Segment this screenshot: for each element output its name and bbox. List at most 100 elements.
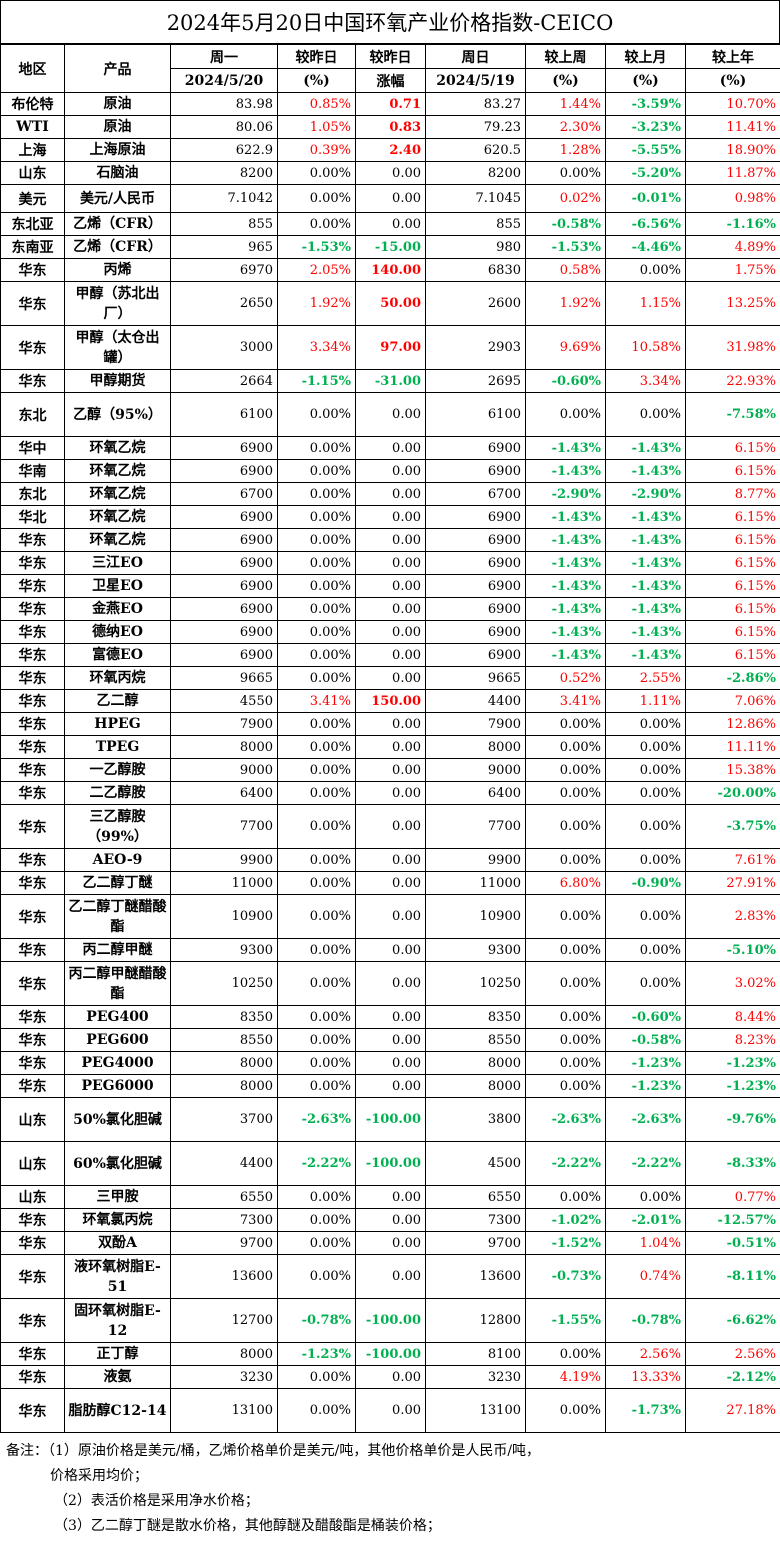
cell-sunday-price: 6900 [425, 597, 526, 621]
table-row: 华东 环氧乙烷 6900 0.00% 0.00 6900 -1.43% -1.43% 6.15% [0, 528, 780, 552]
cell-region: 华东 [0, 1365, 65, 1389]
cell-change-year: 6.15% [685, 436, 780, 460]
cell-region: 华东 [0, 1298, 65, 1343]
cell-change-day-amount: 0.00 [355, 1388, 426, 1433]
cell-product: 固环氧树脂E-12 [64, 1298, 171, 1343]
cell-sunday-price: 9000 [425, 758, 526, 782]
table-row: 华东 丙二醇甲醚 9300 0.00% 0.00 9300 0.00% 0.00% -5.10% [0, 938, 780, 962]
cell-change-year: 6.15% [685, 505, 780, 529]
cell-change-day-amount: 140.00 [355, 258, 426, 282]
table-row: WTI 原油 80.06 1.05% 0.83 79.23 2.30% -3.23% 11.41… [0, 115, 780, 139]
cell-change-week: -1.43% [525, 528, 606, 552]
cell-sunday-price: 7.1045 [425, 184, 526, 213]
cell-change-year: 11.87% [685, 161, 780, 185]
cell-region: 华东 [0, 871, 65, 895]
cell-sunday-price: 6900 [425, 574, 526, 598]
cell-change-week: -1.55% [525, 1298, 606, 1343]
table-row: 上海 上海原油 622.9 0.39% 2.40 620.5 1.28% -5.55% 18.9… [0, 138, 780, 162]
cell-monday-price: 11000 [170, 871, 278, 895]
cell-region: 华东 [0, 369, 65, 393]
cell-change-month: -2.22% [605, 1141, 686, 1186]
cell-change-year: -2.86% [685, 666, 780, 690]
cell-change-day-amount: 0.00 [355, 961, 426, 1006]
cell-product: 德纳EO [64, 620, 171, 644]
cell-region: 华东 [0, 1388, 65, 1433]
cell-sunday-price: 12800 [425, 1298, 526, 1343]
cell-change-day-amount: 0.00 [355, 459, 426, 483]
cell-product: 50%氯化胆碱 [64, 1097, 171, 1142]
cell-product: 环氧乙烷 [64, 436, 171, 460]
cell-monday-price: 855 [170, 212, 278, 236]
cell-region: 东北 [0, 392, 65, 437]
cell-change-day-pct: 0.00% [277, 735, 356, 759]
header-monday: 周一 [170, 44, 278, 69]
cell-monday-price: 8000 [170, 1342, 278, 1366]
cell-change-day-pct: -1.15% [277, 369, 356, 393]
cell-change-week: 0.58% [525, 258, 606, 282]
cell-monday-price: 13600 [170, 1254, 278, 1299]
cell-monday-price: 9700 [170, 1231, 278, 1255]
cell-region: 华东 [0, 758, 65, 782]
cell-product: 双酚A [64, 1231, 171, 1255]
cell-sunday-price: 855 [425, 212, 526, 236]
cell-change-day-amount: 2.40 [355, 138, 426, 162]
cell-change-day-pct: 2.05% [277, 258, 356, 282]
cell-sunday-price: 4400 [425, 689, 526, 713]
cell-change-day-amount: -31.00 [355, 369, 426, 393]
cell-sunday-price: 11000 [425, 871, 526, 895]
cell-change-week: -1.43% [525, 620, 606, 644]
cell-change-week: 2.30% [525, 115, 606, 139]
note-line: 价格采用均价； [50, 1468, 148, 1484]
cell-region: WTI [0, 115, 65, 139]
cell-region: 山东 [0, 161, 65, 185]
table-row: 东北 环氧乙烷 6700 0.00% 0.00 6700 -2.90% -2.90% 8.77% [0, 482, 780, 506]
cell-region: 华东 [0, 894, 65, 939]
cell-region: 东南亚 [0, 235, 65, 259]
cell-change-day-pct: -0.78% [277, 1298, 356, 1343]
cell-sunday-price: 8000 [425, 1074, 526, 1098]
cell-sunday-price: 6900 [425, 528, 526, 552]
cell-change-year: 22.93% [685, 369, 780, 393]
cell-sunday-price: 13100 [425, 1388, 526, 1433]
cell-change-year: 0.77% [685, 1185, 780, 1209]
note-line: （3）乙二醇丁醚是散水价格，其他醇醚及醋酸酯是桶装价格； [54, 1518, 441, 1534]
cell-sunday-price: 9700 [425, 1231, 526, 1255]
cell-change-day-amount: 0.00 [355, 482, 426, 506]
cell-change-day-pct: 0.00% [277, 620, 356, 644]
cell-product: 环氧乙烷 [64, 482, 171, 506]
cell-change-month: -1.43% [605, 597, 686, 621]
cell-change-year: 6.15% [685, 620, 780, 644]
cell-product: 原油 [64, 115, 171, 139]
cell-product: 环氧乙烷 [64, 459, 171, 483]
cell-change-year: 18.90% [685, 138, 780, 162]
cell-change-day-pct: 0.00% [277, 1051, 356, 1075]
cell-change-day-pct: 0.00% [277, 392, 356, 437]
table-row: 山东 石脑油 8200 0.00% 0.00 8200 0.00% -5.20% 11.87% [0, 161, 780, 185]
cell-change-month: -1.23% [605, 1051, 686, 1075]
cell-monday-price: 3230 [170, 1365, 278, 1389]
cell-monday-price: 4550 [170, 689, 278, 713]
cell-change-month: 1.11% [605, 689, 686, 713]
cell-monday-price: 6900 [170, 643, 278, 667]
cell-region: 华东 [0, 597, 65, 621]
cell-change-day-pct: 0.00% [277, 666, 356, 690]
cell-change-day-pct: 0.39% [277, 138, 356, 162]
cell-change-year: -5.10% [685, 938, 780, 962]
cell-change-day-amount: 0.00 [355, 781, 426, 805]
cell-change-year: 6.15% [685, 597, 780, 621]
cell-change-week: 0.00% [525, 804, 606, 849]
table-row: 华东 三江EO 6900 0.00% 0.00 6900 -1.43% -1.43% 6.15% [0, 551, 780, 575]
cell-product: 丙二醇甲醚 [64, 938, 171, 962]
cell-product: 上海原油 [64, 138, 171, 162]
cell-change-day-amount: 0.00 [355, 1365, 426, 1389]
cell-product: 脂肪醇C12-14 [64, 1388, 171, 1433]
cell-region: 华东 [0, 551, 65, 575]
cell-change-year: 8.77% [685, 482, 780, 506]
cell-monday-price: 7.1042 [170, 184, 278, 213]
cell-monday-price: 8200 [170, 161, 278, 185]
cell-change-month: 13.33% [605, 1365, 686, 1389]
cell-change-month: -1.43% [605, 436, 686, 460]
cell-change-day-pct: 0.00% [277, 1185, 356, 1209]
cell-change-day-amount: 0.00 [355, 161, 426, 185]
cell-change-day-amount: 0.00 [355, 1231, 426, 1255]
